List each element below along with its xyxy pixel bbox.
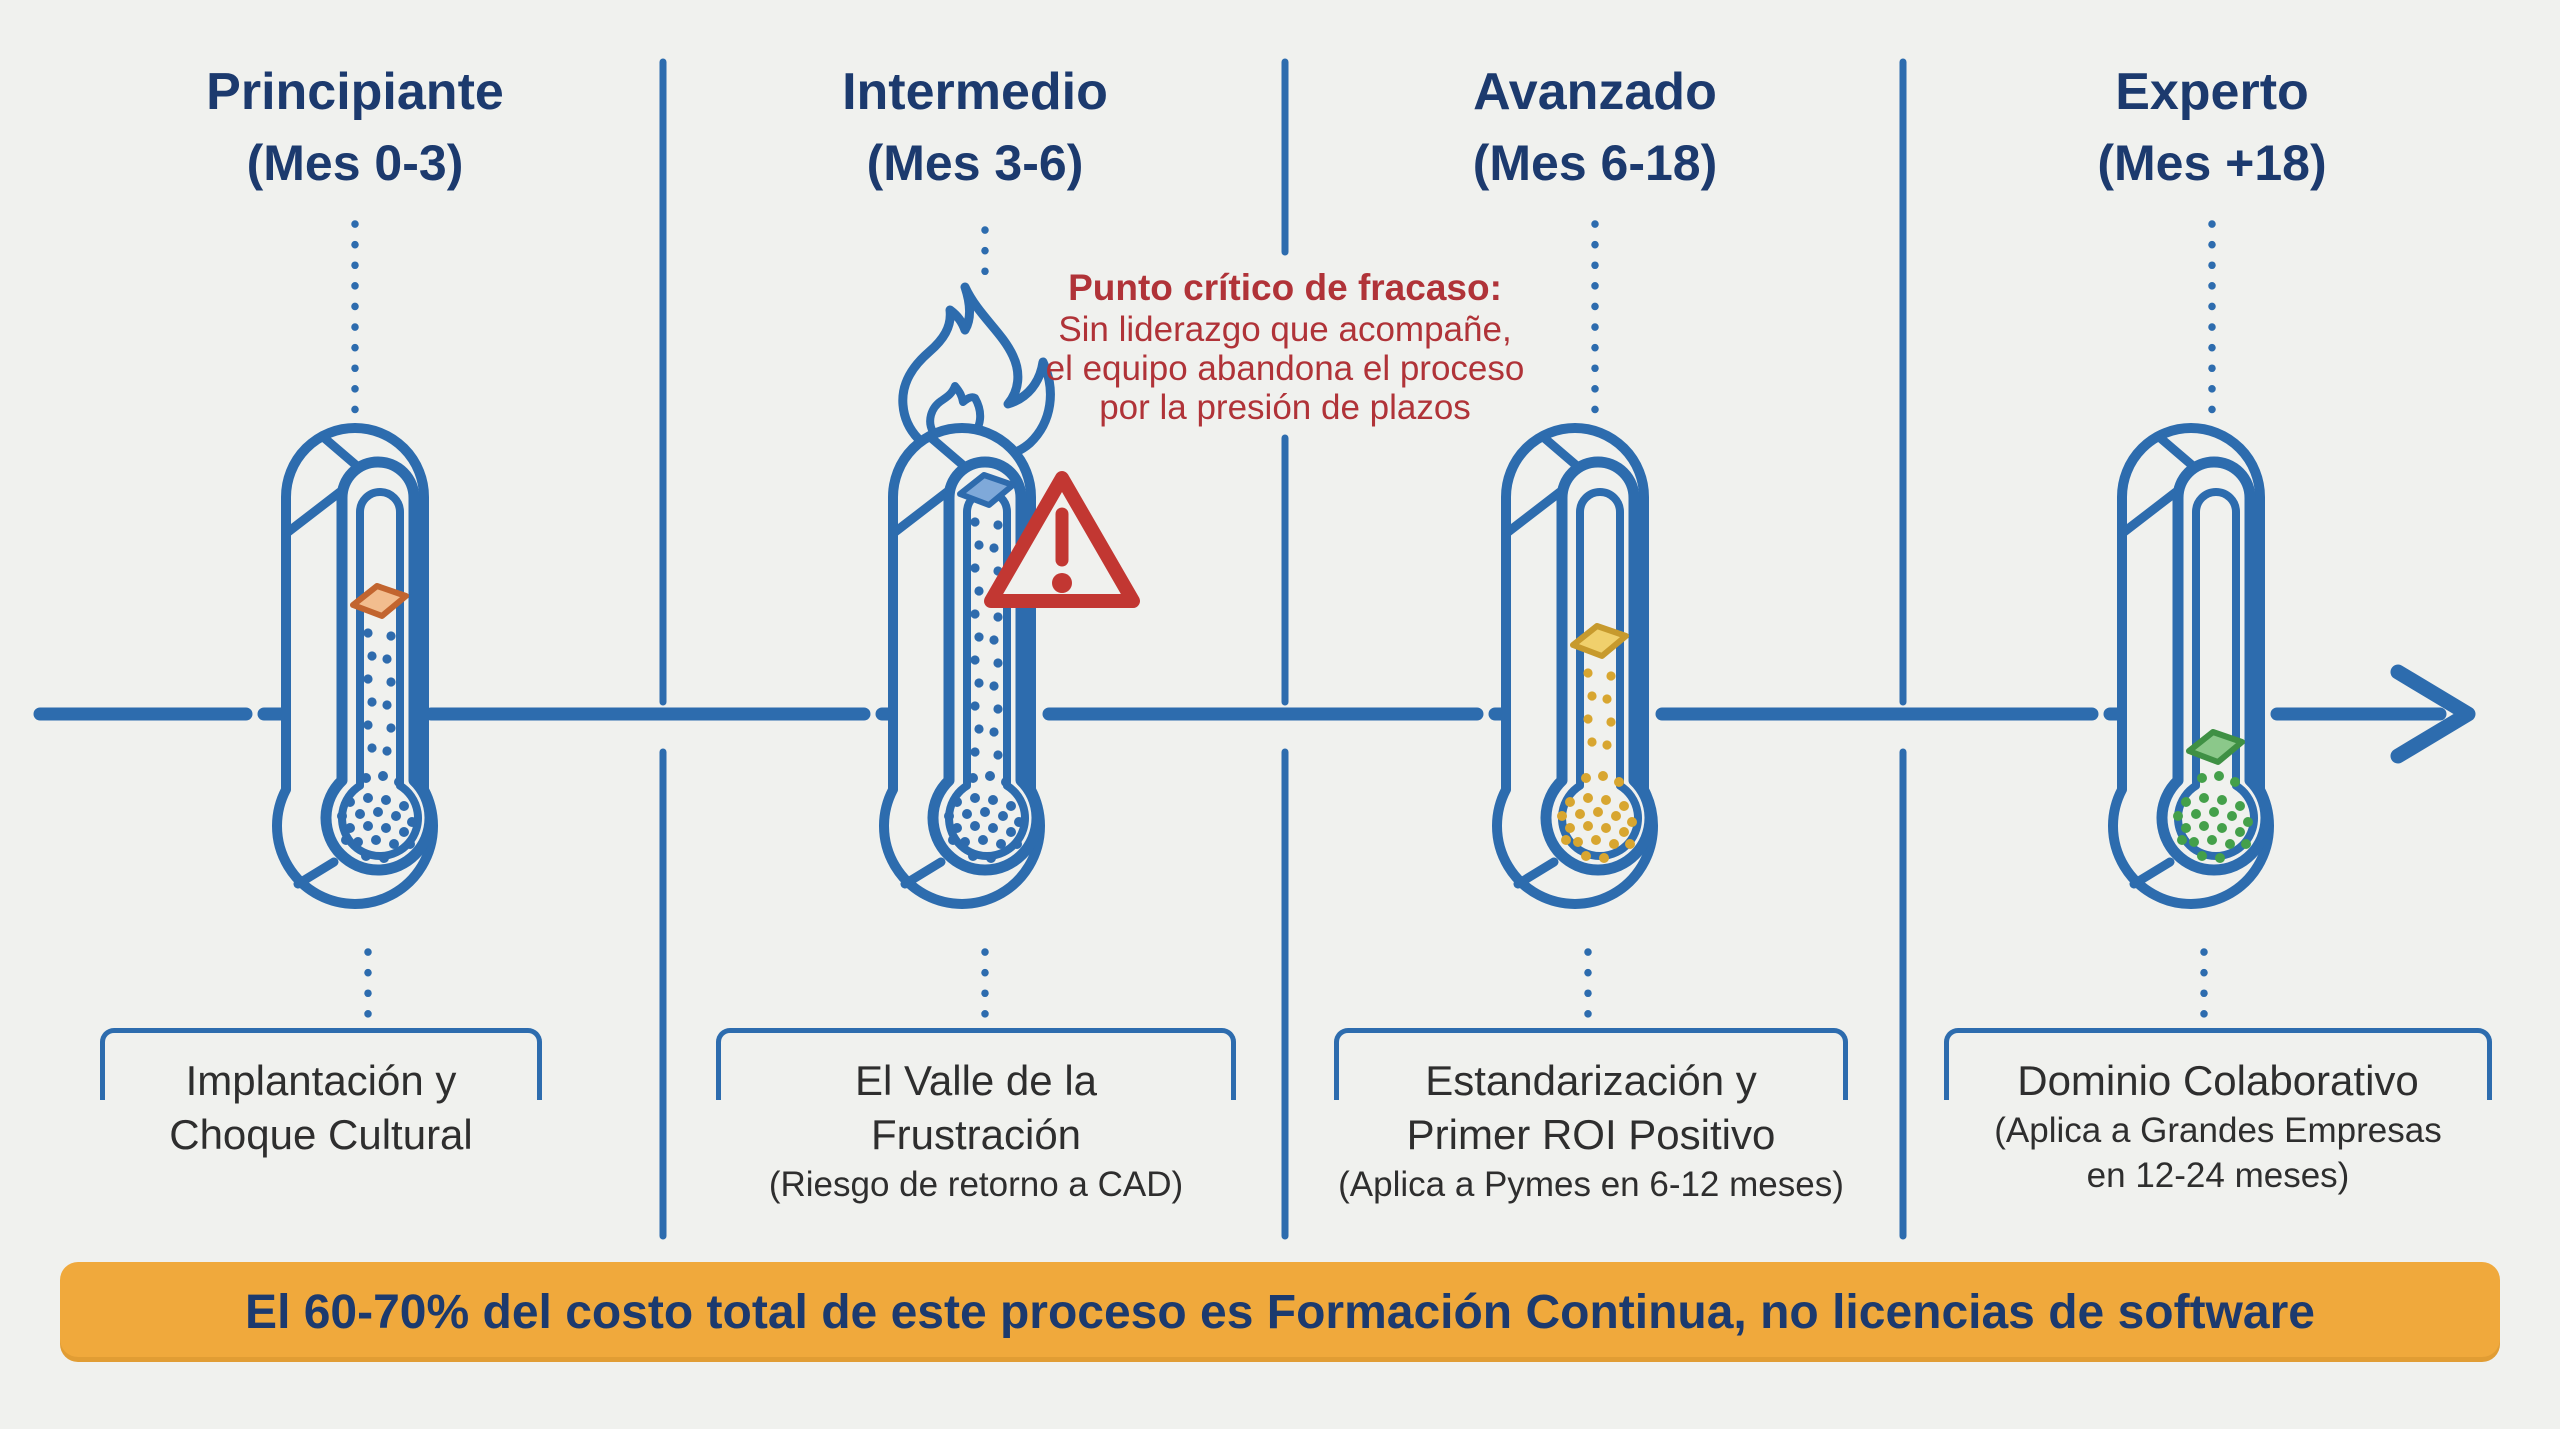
stage-period: (Mes 6-18) — [1472, 135, 1718, 191]
stage-label-line: Dominio Colaborativo — [2017, 1057, 2419, 1104]
dotted-connector-lines — [351, 220, 2216, 1018]
warning-triangle-icon — [984, 471, 1140, 608]
stage-label-intermedio: El Valle de la Frustración (Riesgo de re… — [716, 1054, 1236, 1207]
stage-header-experto: Experto (Mes +18) — [1902, 56, 2522, 198]
stage-bracket — [1944, 1028, 2492, 1100]
stage-label-subline: (Riesgo de retorno a CAD) — [768, 1165, 1184, 1204]
stage-label-subline: (Aplica a Pymes en 6-12 meses) — [1338, 1165, 1844, 1204]
stage-period: (Mes +18) — [2097, 135, 2327, 191]
timeline-arrow-icon — [2390, 664, 2476, 764]
stage-label-line: El Valle de la — [854, 1057, 1098, 1104]
critical-failure-line: por la presión de plazos — [1099, 388, 1471, 427]
thermometer-avanzado — [1492, 423, 1658, 909]
stage-label-avanzado: Estandarización y Primer ROI Positivo (A… — [1334, 1054, 1848, 1207]
stage-label-line: Choque Cultural — [169, 1111, 473, 1158]
stage-title: Avanzado — [1473, 63, 1717, 121]
thermometer-intermedio — [879, 423, 1045, 909]
cost-banner-text: El 60-70% del costo total de este proces… — [245, 1285, 2315, 1339]
stage-bracket — [716, 1028, 1236, 1100]
stage-label-subline: (Aplica a Grandes Empresas — [1994, 1111, 2442, 1150]
stage-bracket — [1334, 1028, 1848, 1100]
stage-title: Experto — [2115, 63, 2309, 121]
critical-failure-title: Punto crítico de fracaso: — [1068, 267, 1502, 308]
stage-label-experto: Dominio Colaborativo (Aplica a Grandes E… — [1944, 1054, 2492, 1198]
stage-period: (Mes 3-6) — [866, 135, 1084, 191]
critical-failure-line: el equipo abandona el proceso — [1045, 349, 1525, 388]
thermometer-principiante — [272, 423, 438, 909]
stage-title: Principiante — [206, 63, 504, 121]
stage-period: (Mes 0-3) — [246, 135, 464, 191]
stage-header-principiante: Principiante (Mes 0-3) — [45, 56, 665, 198]
stage-label-line: Estandarización y — [1425, 1057, 1757, 1104]
stage-header-avanzado: Avanzado (Mes 6-18) — [1285, 56, 1905, 198]
stage-label-line: Frustración — [870, 1111, 1082, 1158]
stage-label-line: Implantación y — [185, 1057, 457, 1104]
stage-label-principiante: Implantación y Choque Cultural — [100, 1054, 542, 1162]
stage-header-intermedio: Intermedio (Mes 3-6) — [665, 56, 1285, 198]
stage-title: Intermedio — [842, 63, 1108, 121]
cost-banner: El 60-70% del costo total de este proces… — [60, 1262, 2500, 1362]
stage-label-subline: en 12-24 meses) — [2086, 1156, 2350, 1195]
column-divider-lines — [659, 58, 1907, 1240]
critical-failure-note: Punto crítico de fracaso: Sin liderazgo … — [1035, 266, 1535, 427]
stage-label-line: Primer ROI Positivo — [1406, 1111, 1776, 1158]
critical-failure-line: Sin liderazgo que acompañe, — [1058, 310, 1512, 349]
stage-bracket — [100, 1028, 542, 1100]
thermometer-experto — [2108, 423, 2274, 909]
